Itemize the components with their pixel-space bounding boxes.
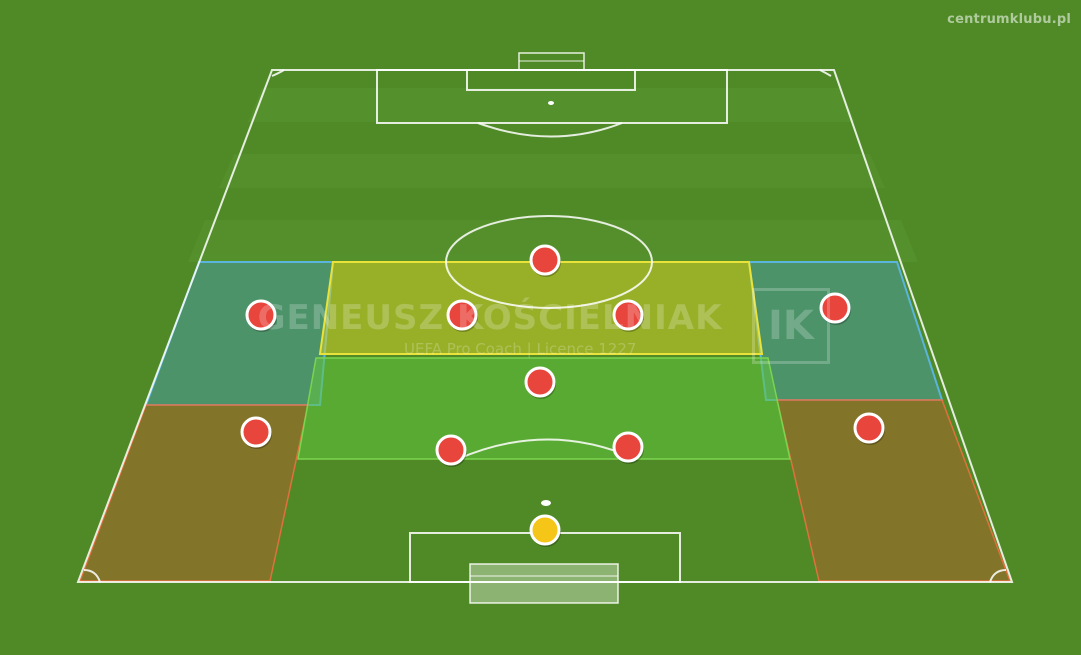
far-penalty-spot xyxy=(548,101,554,105)
player-left-attacking-midfielder[interactable] xyxy=(446,299,478,332)
corner-arc-bottom-left xyxy=(83,569,101,583)
mowing-stripes xyxy=(188,88,918,262)
player-goalkeeper[interactable] xyxy=(529,514,561,547)
player-left-center-back[interactable] xyxy=(435,434,467,467)
watermark-subtitle: UEFA Pro Coach | Licence 1227 xyxy=(404,340,637,358)
watermark-logo: IK xyxy=(752,288,830,364)
players xyxy=(240,244,885,547)
center-deep-zone xyxy=(297,357,791,460)
watermark-name: GENEUSZ KOŚCIELNIAK xyxy=(257,298,723,338)
corner-arc-bottom-right xyxy=(989,569,1007,583)
player-defensive-midfielder[interactable] xyxy=(524,366,556,399)
player-right-center-back[interactable] xyxy=(612,431,644,464)
near-goal xyxy=(469,563,619,604)
center-circle xyxy=(445,215,653,309)
player-right-winger[interactable] xyxy=(819,292,851,325)
near-penalty-spot xyxy=(541,500,551,506)
corner-arc-top-right xyxy=(819,69,832,77)
player-left-back[interactable] xyxy=(240,416,272,449)
far-penalty-arc xyxy=(477,122,623,138)
corner-arc-top-left xyxy=(271,69,285,77)
player-left-winger[interactable] xyxy=(245,299,277,332)
player-right-attacking-midfielder[interactable] xyxy=(612,299,644,332)
player-striker[interactable] xyxy=(529,244,561,277)
site-label: centrumklubu.pl xyxy=(947,12,1071,27)
player-right-back[interactable] xyxy=(853,412,885,445)
pitch-lines xyxy=(76,52,1014,604)
